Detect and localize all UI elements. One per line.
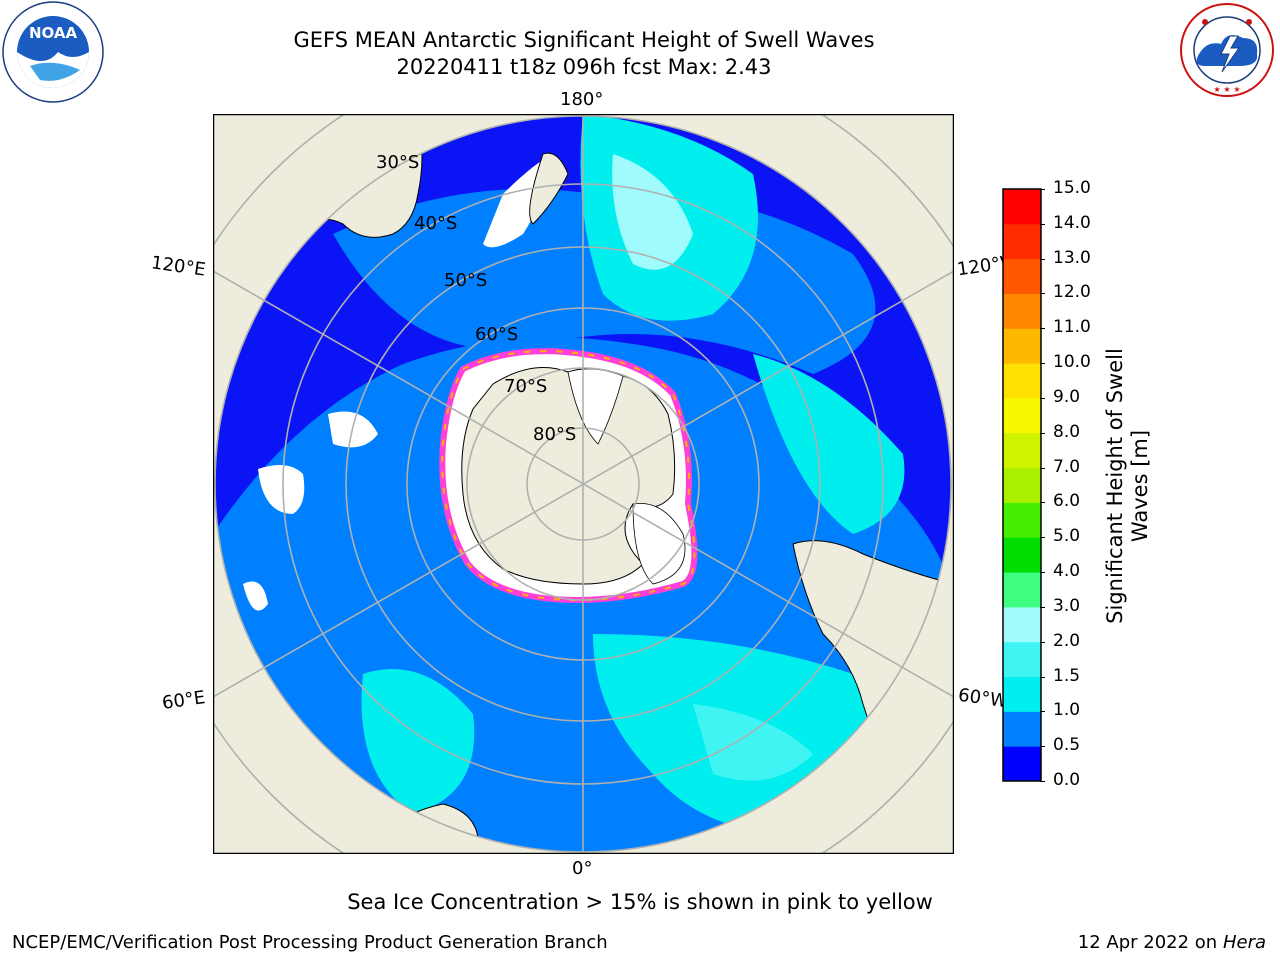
colorbar-tick-mark xyxy=(1040,746,1045,748)
colorbar-tick-mark xyxy=(1040,641,1045,643)
credit-text: NCEP/EMC/Verification Post Processing Pr… xyxy=(12,932,608,953)
colorbar-bin xyxy=(1003,606,1041,643)
lon-label-0: 0° xyxy=(572,858,593,879)
colorbar-tick-mark xyxy=(1040,432,1045,434)
colorbar-tick-label: 0.5 xyxy=(1053,735,1081,756)
colorbar-tick-label: 12.0 xyxy=(1053,282,1091,303)
colorbar-tick-mark xyxy=(1040,189,1045,190)
noaa-logo-text: NOAA xyxy=(29,24,78,42)
lon-label-180: 180° xyxy=(560,89,604,110)
run-date-text: 12 Apr 2022 on xyxy=(1077,932,1218,953)
run-host: Hera xyxy=(1222,932,1266,953)
colorbar-label-line1: Significant Height of Swell xyxy=(1103,348,1127,624)
colorbar-tick-mark xyxy=(1040,223,1045,225)
colorbar-tick-label: 1.0 xyxy=(1053,700,1081,721)
colorbar-tick-mark xyxy=(1040,328,1045,330)
colorbar-bin xyxy=(1003,746,1041,782)
colorbar-tick-mark xyxy=(1040,606,1045,608)
graticule xyxy=(213,114,954,854)
colorbar-bin xyxy=(1003,502,1041,538)
lat-label-40s: 40°S xyxy=(414,213,458,234)
colorbar-bin xyxy=(1003,467,1041,503)
colorbar-label-line2: Waves [m] xyxy=(1128,429,1152,543)
colorbar-tick-label: 0.0 xyxy=(1053,770,1081,790)
colorbar-bin xyxy=(1003,328,1041,364)
lon-label-120w: 120°W xyxy=(955,252,1009,281)
colorbar-tick-mark xyxy=(1040,502,1045,504)
lat-label-80s: 80°S xyxy=(533,424,577,445)
chart-title: GEFS MEAN Antarctic Significant Height o… xyxy=(293,28,875,52)
lat-label-50s: 50°S xyxy=(444,270,488,291)
colorbar-tick-mark xyxy=(1040,293,1045,295)
colorbar-bin xyxy=(1003,258,1041,294)
colorbar-tick-label: 9.0 xyxy=(1053,386,1081,407)
colorbar-tick-label: 3.0 xyxy=(1053,595,1081,616)
colorbar-tick-mark xyxy=(1040,572,1045,574)
colorbar-bin xyxy=(1003,189,1041,225)
colorbar-bin xyxy=(1003,432,1041,469)
colorbar-tick-mark xyxy=(1040,676,1045,678)
colorbar-tick-mark xyxy=(1040,537,1045,539)
colorbar-bin xyxy=(1003,537,1041,573)
colorbar-tick-label: 13.0 xyxy=(1053,247,1091,268)
colorbar-tick-label: 8.0 xyxy=(1053,421,1081,442)
colorbar-tick-label: 7.0 xyxy=(1053,456,1081,477)
colorbar-tick-label: 14.0 xyxy=(1053,212,1091,233)
colorbar-bin xyxy=(1003,711,1041,747)
colorbar-tick-label: 2.0 xyxy=(1053,630,1081,651)
colorbar-tick-mark xyxy=(1040,397,1045,399)
colorbar-bin xyxy=(1003,397,1041,434)
svg-text:★ ★ ★: ★ ★ ★ xyxy=(1213,85,1240,94)
colorbar-tick-mark xyxy=(1040,711,1045,713)
colorbar-tick-mark xyxy=(1040,258,1045,260)
colorbar-tick-label: 10.0 xyxy=(1053,352,1091,373)
colorbar xyxy=(1002,188,1042,782)
colorbar-tick-label: 6.0 xyxy=(1053,491,1081,512)
colorbar-tick-mark xyxy=(1040,363,1045,365)
chart-subtitle: 20220411 t18z 096h fcst Max: 2.43 xyxy=(396,55,772,79)
colorbar-tick-label: 4.0 xyxy=(1053,561,1081,582)
colorbar-tick-mark xyxy=(1040,781,1045,782)
noaa-logo: NOAA xyxy=(2,1,104,103)
lon-label-120e: 120°E xyxy=(149,252,207,281)
colorbar-tick-label: 15.0 xyxy=(1053,178,1091,198)
colorbar-tick-mark xyxy=(1040,467,1045,469)
colorbar-tick-label: 1.5 xyxy=(1053,665,1081,686)
sea-ice-note: Sea Ice Concentration > 15% is shown in … xyxy=(347,890,933,914)
colorbar-bin xyxy=(1003,641,1041,678)
colorbar-tick-label: 11.0 xyxy=(1053,317,1091,338)
lat-label-70s: 70°S xyxy=(504,376,548,397)
colorbar-bin xyxy=(1003,572,1041,608)
lon-label-60e: 60°E xyxy=(160,687,207,714)
colorbar-bin xyxy=(1003,363,1041,399)
colorbar-tick-label: 5.0 xyxy=(1053,526,1081,547)
lat-label-30s: 30°S xyxy=(376,152,420,173)
colorbar-bin xyxy=(1003,293,1041,329)
nws-logo: ★ ★ ★ xyxy=(1180,3,1274,97)
lat-label-60s: 60°S xyxy=(475,324,519,345)
colorbar-bin xyxy=(1003,676,1041,712)
colorbar-bin xyxy=(1003,223,1041,260)
run-date: 12 Apr 2022 on Hera xyxy=(1078,932,1266,953)
polar-map xyxy=(213,114,954,854)
